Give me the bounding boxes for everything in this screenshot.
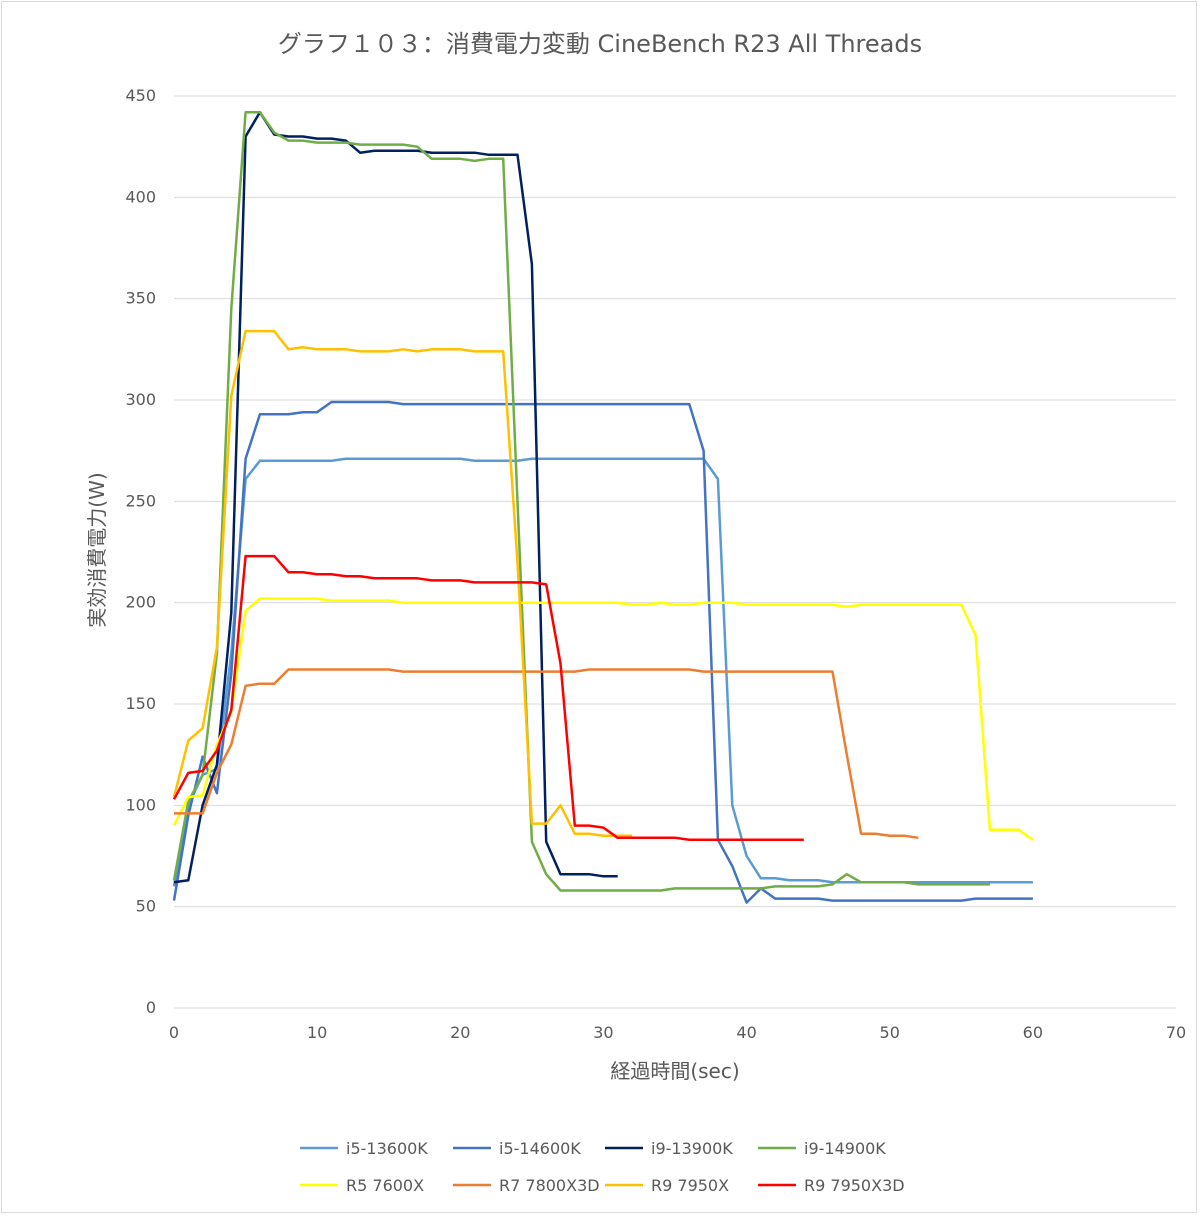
x-axis-title: 経過時間(sec) bbox=[610, 1059, 739, 1083]
chart-title: グラフ１０３：消費電力変動 CineBench R23 All Threads bbox=[277, 30, 923, 58]
legend-item: R5 7600X bbox=[300, 1176, 424, 1195]
legend-item: i5-13600K bbox=[300, 1139, 428, 1158]
series-line-R7-7800X3D bbox=[174, 668, 919, 840]
y-axis-title: 実効消費電力(W) bbox=[85, 472, 109, 627]
y-tick-label: 150 bbox=[125, 694, 156, 713]
x-tick-label: 50 bbox=[880, 1023, 900, 1042]
series-line-i9-14900K bbox=[172, 110, 990, 892]
legend-item: R9 7950X3D bbox=[758, 1176, 905, 1195]
y-tick-label: 200 bbox=[125, 593, 156, 612]
legend-label: i5-13600K bbox=[346, 1139, 428, 1158]
legend-item: R9 7950X bbox=[605, 1176, 729, 1195]
y-tick-label: 100 bbox=[125, 795, 156, 814]
series-line-i9-13900K bbox=[173, 110, 618, 884]
y-tick-label: 0 bbox=[146, 998, 156, 1017]
y-tick-label: 300 bbox=[125, 390, 156, 409]
x-tick-label: 10 bbox=[307, 1023, 327, 1042]
y-tick-label: 350 bbox=[125, 289, 156, 308]
legend-label: i9-14900K bbox=[804, 1139, 886, 1158]
series-line-i5-13600K bbox=[172, 457, 1033, 887]
series-lines bbox=[172, 110, 1034, 904]
y-tick-label: 50 bbox=[136, 897, 156, 916]
x-axis-ticks: 0 10 20 30 40 50 60 70 bbox=[169, 1023, 1186, 1042]
y-axis-ticks: 0 50 100 150 200 250 300 350 400 450 bbox=[125, 86, 156, 1017]
legend-label: R9 7950X3D bbox=[804, 1176, 905, 1195]
grid-lines bbox=[174, 95, 1176, 1009]
legend-item: R7 7800X3D bbox=[453, 1176, 600, 1195]
legend-label: R7 7800X3D bbox=[499, 1176, 600, 1195]
series-line-i5-14600K bbox=[172, 400, 1033, 904]
legend-label: R5 7600X bbox=[346, 1176, 424, 1195]
x-tick-label: 20 bbox=[450, 1023, 470, 1042]
series-line-R9-7950X3D bbox=[172, 554, 804, 842]
x-tick-label: 0 bbox=[169, 1023, 179, 1042]
legend-label: R9 7950X bbox=[651, 1176, 729, 1195]
x-tick-label: 70 bbox=[1166, 1023, 1186, 1042]
y-tick-label: 400 bbox=[125, 187, 156, 206]
y-tick-label: 450 bbox=[125, 86, 156, 105]
legend-item: i9-14900K bbox=[758, 1139, 886, 1158]
x-tick-label: 30 bbox=[593, 1023, 613, 1042]
x-tick-label: 60 bbox=[1023, 1023, 1043, 1042]
series-line-R9-7950X bbox=[172, 329, 633, 837]
legend-label: i9-13900K bbox=[651, 1139, 733, 1158]
legend-item: i5-14600K bbox=[453, 1139, 581, 1158]
series-line-R5-7600X bbox=[172, 597, 1034, 841]
y-tick-label: 250 bbox=[125, 491, 156, 510]
legend: i5-13600K i5-14600K i9-13900K i9-14900K R5 7… bbox=[300, 1139, 905, 1195]
legend-label: i5-14600K bbox=[499, 1139, 581, 1158]
legend-item: i9-13900K bbox=[605, 1139, 733, 1158]
x-tick-label: 40 bbox=[736, 1023, 756, 1042]
